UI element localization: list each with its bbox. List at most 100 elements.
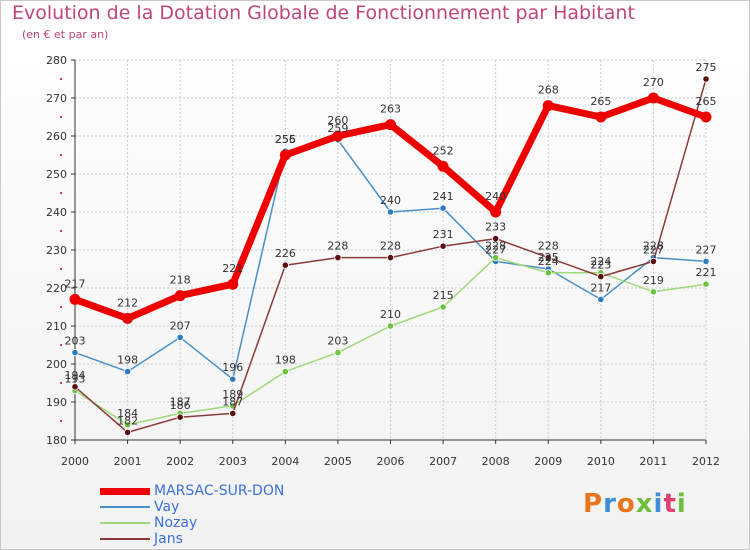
data-point (492, 254, 500, 262)
x-tick-label: 2003 (219, 455, 247, 468)
data-label: 203 (65, 335, 86, 348)
data-point (123, 428, 132, 436)
legend-label: Vay (154, 499, 180, 515)
data-label: 196 (222, 361, 243, 374)
data-point (597, 295, 605, 303)
data-point (281, 367, 289, 376)
data-point (492, 235, 500, 243)
data-point (123, 421, 132, 429)
data-point (123, 367, 132, 376)
data-label: 226 (275, 247, 296, 260)
y-tick-label: 180 (46, 434, 67, 447)
x-tick-label: 2006 (377, 455, 405, 468)
y-tick-label: 260 (46, 130, 67, 143)
data-point (649, 288, 658, 296)
data-point (229, 375, 237, 383)
data-label: 265 (590, 95, 611, 108)
data-label: 255 (275, 133, 296, 146)
data-label: 256 (275, 133, 296, 146)
x-tick-label: 2010 (587, 455, 615, 468)
data-label: 184 (117, 407, 138, 420)
logo-letter: x (635, 489, 654, 519)
y-tick-label: 240 (46, 206, 67, 219)
data-label: 268 (538, 84, 559, 97)
data-point (334, 254, 342, 262)
data-label: 227 (696, 243, 717, 256)
data-point (647, 92, 659, 104)
logo-letter: i (676, 489, 687, 519)
data-label: 224 (590, 255, 611, 268)
legend-label: Jans (154, 531, 183, 547)
data-point (174, 290, 186, 302)
data-point (439, 204, 447, 212)
data-label: 252 (433, 144, 454, 157)
x-tick-label: 2004 (271, 455, 299, 468)
data-label: 228 (538, 240, 559, 253)
data-label: 227 (485, 243, 506, 256)
x-tick-label: 2001 (114, 455, 142, 468)
data-point (229, 409, 237, 417)
data-label: 265 (696, 95, 717, 108)
chart-title: Evolution de la Dotation Globale de Fonc… (12, 2, 635, 24)
data-point (386, 208, 395, 216)
data-label: 217 (65, 277, 86, 290)
logo-letter: r (603, 489, 617, 519)
data-label: 182 (117, 414, 138, 427)
data-label: 231 (433, 228, 454, 241)
data-label: 193 (65, 373, 86, 386)
logo-letter: t (663, 489, 677, 519)
legend-label: MARSAC-SUR-DON (154, 483, 285, 499)
data-label: 224 (538, 255, 559, 268)
data-label: 187 (222, 395, 243, 408)
data-label: 240 (485, 190, 506, 203)
data-point (702, 257, 710, 265)
data-point (176, 413, 184, 421)
chart-subtitle: (en € et par an) (22, 28, 109, 41)
data-label: 223 (590, 259, 611, 272)
y-tick-label: 230 (46, 244, 67, 257)
data-point (71, 348, 79, 357)
data-point (332, 130, 344, 142)
data-point (702, 280, 710, 288)
data-label: 207 (170, 319, 191, 332)
data-label: 217 (590, 281, 611, 294)
legend-swatch (100, 506, 150, 508)
data-label: 260 (327, 114, 348, 127)
data-label: 228 (643, 240, 664, 253)
data-label: 198 (117, 354, 138, 367)
data-point (385, 119, 396, 131)
y-tick-label: 280 (46, 54, 67, 67)
data-point (542, 100, 554, 112)
data-label: 227 (643, 243, 664, 256)
data-label: 186 (170, 399, 191, 412)
legend-swatch (100, 538, 150, 540)
x-tick-label: 2005 (324, 455, 352, 468)
data-label: 240 (380, 194, 401, 207)
data-label: 228 (485, 240, 506, 253)
x-tick-label: 2008 (482, 455, 510, 468)
data-label: 221 (222, 262, 243, 275)
x-tick-label: 2011 (639, 455, 667, 468)
data-point (334, 348, 342, 357)
proxiti-logo: Proxiti (583, 489, 687, 519)
logo-letter: i (653, 489, 664, 519)
data-point (649, 257, 658, 265)
x-tick-label: 2007 (429, 455, 457, 468)
legend-swatch (100, 522, 150, 524)
data-label: 225 (538, 251, 559, 264)
data-point (281, 261, 289, 269)
axes: 180 190 200 210 220 230 240 250 260 270 280 2000 200… (46, 54, 720, 468)
y-tick-label: 190 (46, 396, 67, 409)
data-label: 228 (380, 240, 401, 253)
data-point (439, 303, 447, 311)
data-label: 241 (433, 190, 454, 203)
data-point (176, 333, 184, 341)
data-point (437, 160, 449, 172)
series-layer (69, 75, 712, 436)
data-label: 198 (275, 354, 296, 367)
data-label: 259 (327, 122, 348, 135)
data-label: 194 (65, 369, 86, 382)
